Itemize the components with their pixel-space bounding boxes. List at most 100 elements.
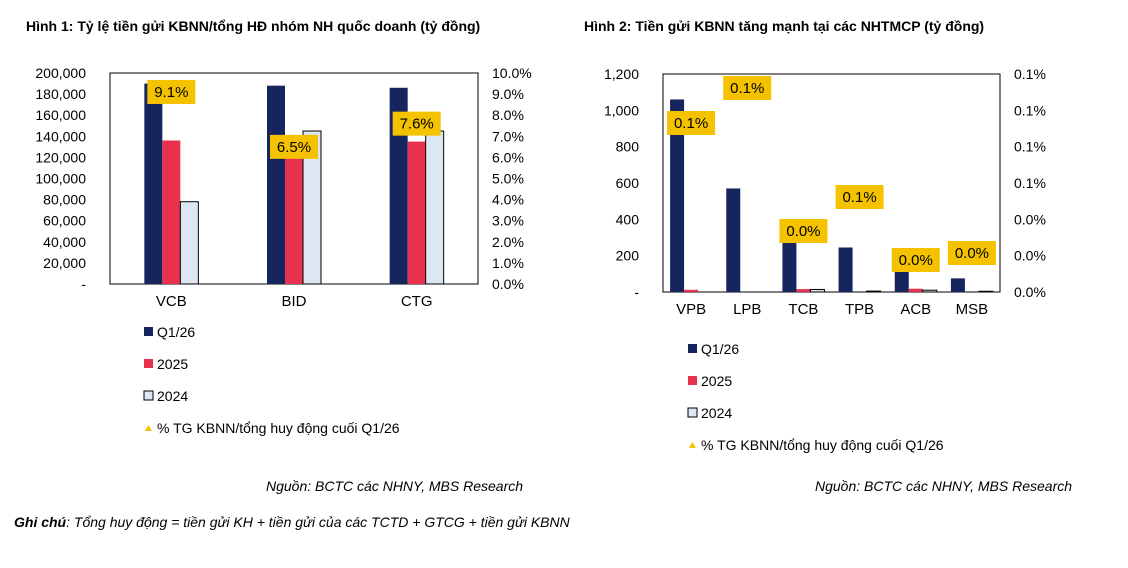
chart1-y-tick: 180,000 (35, 86, 86, 102)
chart2-y-tick: 600 (616, 175, 640, 191)
chart1-y2-tick: 2.0% (492, 234, 524, 250)
chart2-ratio-label: 0.1% (674, 115, 708, 132)
chart2-y-tick: - (634, 284, 639, 300)
chart1-legend-label: Q1/26 (157, 324, 195, 340)
chart1-ratio-label: 6.5% (277, 139, 311, 156)
chart1-y2-tick: 6.0% (492, 149, 524, 165)
chart2-bar-tcb-2024 (809, 288, 825, 293)
chart2-bar-msb-q126 (950, 278, 965, 292)
chart2-y-tick: 800 (616, 139, 640, 155)
chart1-y-tick: 200,000 (35, 65, 86, 81)
chart2-bar-msb-2024 (978, 290, 994, 293)
chart2-ratio-label: 0.0% (786, 223, 820, 240)
chart2-bar-vpb-q126 (670, 99, 685, 292)
chart1-legend-label: 2024 (157, 388, 188, 404)
chart2-ratio-box (891, 248, 940, 272)
chart2-bar-tpb-2024 (866, 290, 882, 293)
chart1-bar-bid-2025 (285, 156, 303, 284)
chart1-y-tick: 100,000 (35, 171, 86, 187)
chart2-y2-tick: 0.1% (1014, 102, 1046, 118)
chart1-legend-swatch (143, 390, 154, 401)
chart2-x-label: TCB (788, 301, 818, 318)
chart1-y2-tick: 4.0% (492, 192, 524, 208)
chart2-ratio-label: 0.0% (955, 245, 989, 262)
chart2-legend-swatch (688, 344, 697, 353)
chart1-source: Nguồn: BCTC các NHNY, MBS Research (266, 478, 524, 494)
footnote: Ghi chú: Tổng huy động = tiền gửi KH + t… (14, 514, 570, 530)
chart1-y-tick: 20,000 (43, 255, 86, 271)
chart1-legend-label: 2025 (157, 356, 188, 372)
chart2-y-tick: 200 (616, 248, 640, 264)
chart2-x-label: VPB (676, 301, 706, 318)
chart2-ratio-label: 0.0% (899, 252, 933, 269)
chart1-bar-vcb-q126 (144, 83, 163, 284)
chart2-bar-tpb-q126 (838, 247, 853, 292)
chart1-x-label: VCB (156, 293, 187, 310)
chart1-title: Hình 1: Tỷ lệ tiền gửi KBNN/tổng HĐ nhóm… (26, 18, 481, 34)
chart2-legend-label: 2024 (701, 405, 732, 421)
chart2-y-tick: 400 (616, 211, 640, 227)
chart1-svg: - 20,000 40,000 60,000 80,000 100,000 120,000 1… (35, 65, 531, 436)
chart2-y2-tick: 0.1% (1014, 175, 1046, 191)
chart1-ratio-box (392, 111, 441, 136)
chart2-ratio-box (723, 76, 772, 100)
chart1-y2-tick: 7.0% (492, 128, 524, 144)
chart1-bar-vcb-2024 (179, 201, 199, 285)
chart1-ratio-box (147, 79, 196, 104)
chart2-bar-acb-2024 (922, 289, 938, 293)
chart2-x-label: TPB (845, 301, 874, 318)
chart2-x-label: MSB (956, 301, 989, 318)
chart2-source: Nguồn: BCTC các NHNY, MBS Research (815, 478, 1073, 494)
chart1-y-tick: - (81, 276, 86, 292)
chart2-ratio-label: 0.1% (730, 80, 764, 97)
chart2-legend-label: Q1/26 (701, 341, 739, 357)
chart2-y-tick: 1,200 (604, 66, 639, 82)
chart1-bar-bid-2024 (302, 130, 322, 285)
chart2-legend-label: 2025 (701, 373, 732, 389)
footnote-label: Ghi chú (14, 514, 67, 530)
chart2-y-tick: 1,000 (604, 102, 639, 118)
chart1-bar-ctg-2025 (407, 141, 426, 284)
chart2-legend-swatch (688, 376, 697, 385)
chart2-plot-frame (662, 73, 1001, 293)
chart1-y2-tick: 1.0% (492, 255, 524, 271)
chart2-x-label: LPB (733, 301, 761, 318)
chart1-x-label: CTG (401, 293, 433, 310)
chart2-bar-lpb-q126 (726, 188, 741, 292)
chart1-legend-swatch (144, 359, 153, 368)
chart1-y-tick: 140,000 (35, 128, 86, 144)
footnote-text: : Tổng huy động = tiền gửi KH + tiền gửi… (66, 514, 570, 530)
chart1-y-tick: 120,000 (35, 149, 86, 165)
chart1-y-tick: 160,000 (35, 107, 86, 123)
chart1-x-label: BID (281, 293, 306, 310)
chart2-ratio-label: 0.1% (842, 189, 876, 206)
chart2-y2-tick: 0.1% (1014, 139, 1046, 155)
chart2-ratio-box (947, 241, 996, 265)
chart2-bar-tcb-2025 (796, 289, 811, 292)
chart2-title: Hình 2: Tiền gửi KBNN tăng mạnh tại các … (584, 18, 985, 34)
chart1-y-tick: 40,000 (43, 234, 86, 250)
chart2-legend-swatch (689, 442, 696, 448)
chart2-y2-tick: 0.0% (1014, 284, 1046, 300)
chart2-bar-tcb-q126 (782, 241, 797, 292)
chart2-legend-swatch (687, 407, 698, 418)
chart1-bar-ctg-2024 (425, 130, 445, 285)
chart1-legend-swatch (144, 327, 153, 336)
chart1-y2-tick: 0.0% (492, 276, 524, 292)
chart1-y-tick: 60,000 (43, 213, 86, 229)
chart2-ratio-box (835, 185, 884, 209)
chart2-y2-tick: 0.0% (1014, 248, 1046, 264)
chart2-y2-tick: 0.1% (1014, 66, 1046, 82)
chart1-y2-tick: 9.0% (492, 86, 524, 102)
chart1-ratio-box (270, 134, 318, 159)
chart2-bar-acb-2025 (908, 288, 923, 292)
chart2-ratio-box (779, 219, 828, 243)
chart1-ratio-label: 9.1% (154, 84, 188, 101)
chart1-y-tick: 80,000 (43, 192, 86, 208)
chart1-bar-ctg-q126 (389, 87, 408, 284)
chart2-svg: - 200 400 600 800 1,000 1,200 0.0% 0.0% 0.0% 0.1% 0… (604, 66, 1046, 453)
chart1-y2-tick: 5.0% (492, 171, 524, 187)
chart2-legend-label: % TG KBNN/tổng huy động cuối Q1/26 (701, 437, 944, 453)
chart2-bar-acb-q126 (894, 271, 909, 292)
chart1-legend-swatch (145, 425, 152, 431)
